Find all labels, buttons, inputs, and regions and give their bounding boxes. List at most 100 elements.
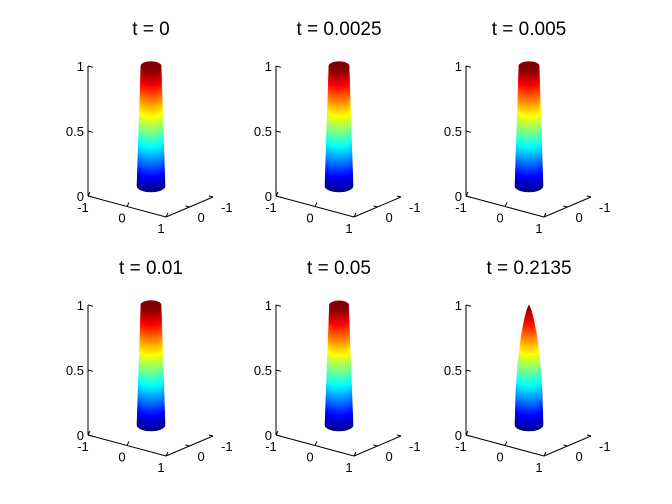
x-tick — [165, 212, 169, 218]
y-tick — [208, 195, 214, 198]
y-tick-label: 0 — [576, 449, 583, 464]
surface-top-cap — [518, 61, 540, 71]
z-tick-label: 0 — [265, 189, 272, 204]
x-tick-label: 1 — [157, 460, 164, 475]
z-tick — [275, 434, 282, 437]
x-tick — [275, 191, 279, 197]
x-tick — [314, 441, 318, 446]
z-tick — [87, 304, 94, 307]
x-tick — [275, 430, 279, 436]
y-tick-label: 0 — [386, 210, 393, 225]
y-tick — [396, 434, 402, 437]
x-tick-label: -1 — [455, 439, 467, 454]
x-tick-label: 0 — [306, 211, 313, 226]
y-tick-label: 0 — [576, 210, 583, 225]
x-tick — [504, 441, 508, 446]
surface — [136, 61, 166, 193]
z-tick-label: 0.5 — [66, 363, 84, 378]
z-tick — [87, 369, 94, 372]
x-tick-label: 0 — [118, 450, 125, 465]
z-tick — [465, 130, 472, 133]
y-tick — [563, 205, 568, 208]
y-tick-label: 0 — [198, 210, 205, 225]
surface — [514, 61, 544, 193]
z-tick-label: 0 — [265, 428, 272, 443]
y-tick — [396, 195, 402, 198]
z-tick-label: 0 — [455, 189, 462, 204]
x-tick-label: -1 — [77, 439, 89, 454]
y-tick — [586, 195, 592, 198]
y-tick-label: -1 — [221, 439, 233, 454]
z-tick — [275, 369, 282, 372]
x-tick — [543, 212, 547, 218]
x-tick-label: 1 — [345, 460, 352, 475]
x-tick — [543, 451, 547, 457]
z-tick-label: 0.5 — [444, 363, 462, 378]
y-tick — [373, 205, 378, 208]
subplot-title: t = 0.005 — [492, 19, 566, 40]
z-tick — [465, 304, 472, 307]
z-tick — [87, 130, 94, 133]
x-tick — [87, 430, 91, 436]
subplot-title: t = 0 — [132, 19, 170, 40]
subplot-title: t = 0.0025 — [296, 19, 381, 40]
surface — [324, 300, 354, 432]
y-tick-label: -1 — [221, 200, 233, 215]
surface-top-cap — [329, 300, 349, 310]
z-tick-label: 0 — [77, 428, 84, 443]
z-tick — [275, 304, 282, 307]
z-tick — [87, 195, 94, 198]
z-tick-label: 0.5 — [66, 124, 84, 139]
z-tick-label: 0.5 — [444, 124, 462, 139]
x-tick — [87, 191, 91, 197]
surface-top-cap — [140, 300, 162, 310]
x-tick-label: 0 — [496, 450, 503, 465]
x-tick — [353, 212, 357, 218]
x-tick — [504, 202, 508, 207]
z-tick — [465, 369, 472, 372]
y-tick — [586, 434, 592, 437]
y-tick-label: -1 — [599, 439, 611, 454]
z-tick-label: 1 — [77, 298, 84, 313]
x-tick — [126, 441, 130, 446]
z-tick-label: 0 — [77, 189, 84, 204]
x-tick-label: 1 — [345, 221, 352, 236]
x-tick-label: 0 — [306, 450, 313, 465]
x-tick — [465, 430, 469, 436]
z-tick — [465, 434, 472, 437]
y-tick-label: -1 — [409, 439, 421, 454]
x-tick-label: -1 — [455, 200, 467, 215]
x-tick — [165, 451, 169, 457]
x-tick-label: 0 — [496, 211, 503, 226]
x-tick — [353, 451, 357, 457]
surface-top-cap — [140, 61, 162, 71]
x-tick-label: -1 — [265, 439, 277, 454]
y-tick-label: 0 — [386, 449, 393, 464]
z-tick — [275, 65, 282, 68]
z-tick-label: 1 — [455, 298, 462, 313]
x-tick-label: 1 — [157, 221, 164, 236]
x-tick-label: 1 — [535, 221, 542, 236]
z-tick-label: 0 — [455, 428, 462, 443]
surface-top-cap — [328, 61, 350, 71]
z-tick-label: 1 — [455, 59, 462, 74]
subplot-title: t = 0.01 — [119, 258, 183, 279]
z-tick — [87, 434, 94, 437]
x-tick-label: -1 — [77, 200, 89, 215]
surface-band — [527, 304, 531, 308]
x-tick-label: 0 — [118, 211, 125, 226]
z-tick-label: 0.5 — [254, 124, 272, 139]
y-tick — [373, 444, 378, 447]
y-tick — [208, 434, 214, 437]
surface — [136, 300, 166, 432]
y-tick-label: -1 — [599, 200, 611, 215]
z-tick — [275, 195, 282, 198]
z-tick-label: 1 — [265, 298, 272, 313]
y-tick — [563, 444, 568, 447]
z-tick — [275, 130, 282, 133]
